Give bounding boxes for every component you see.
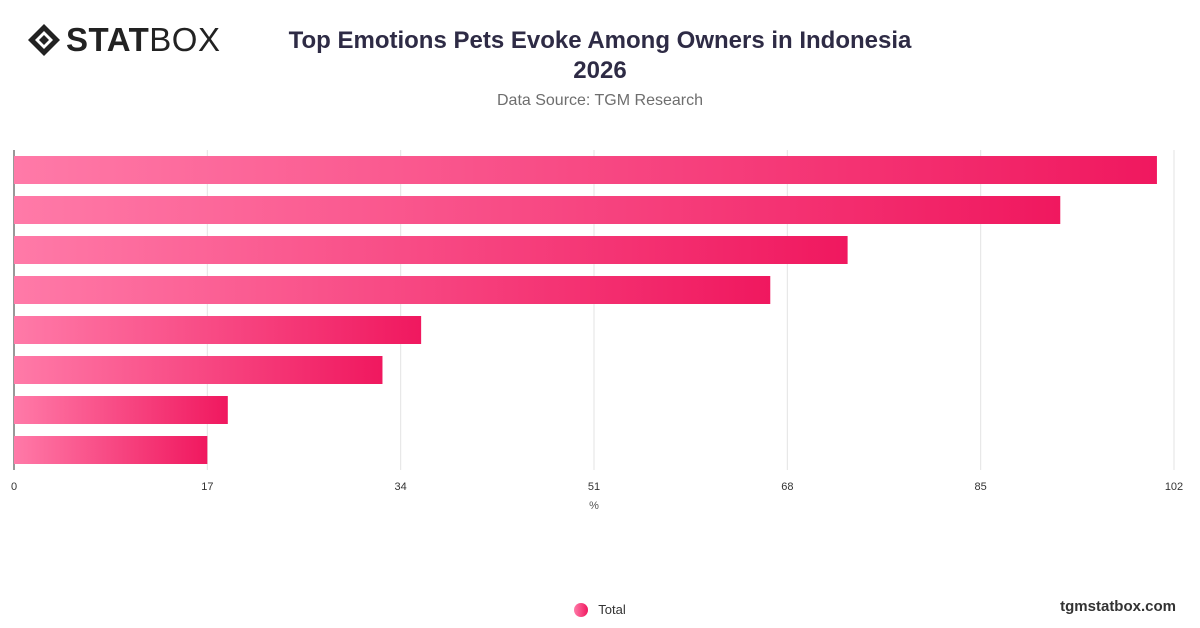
legend-swatch: [574, 602, 589, 617]
logo-text-bold: STAT: [66, 21, 150, 58]
chart-subtitle: Data Source: TGM Research: [496, 92, 703, 109]
x-tick-label: 85: [975, 481, 987, 493]
statbox-logo: STATBOX: [26, 22, 220, 58]
bar[interactable]: [14, 316, 422, 344]
x-tick-label: 68: [781, 481, 793, 493]
x-tick-label: 17: [201, 481, 213, 493]
legend-label-total: Total: [598, 602, 626, 617]
bar[interactable]: [14, 356, 383, 384]
bar[interactable]: [14, 276, 771, 304]
bar[interactable]: [14, 396, 228, 424]
x-tick-label: 0: [11, 481, 17, 493]
bar[interactable]: [14, 156, 1157, 184]
x-tick-label: 102: [1165, 481, 1183, 493]
legend[interactable]: Total: [0, 602, 1200, 617]
x-axis-title: %: [589, 500, 599, 512]
bars: [14, 156, 1157, 464]
x-tick-label: 51: [588, 481, 600, 493]
site-url: tgmstatbox.com: [1060, 598, 1176, 615]
x-tick-label: 34: [395, 481, 407, 493]
chart-title: Top Emotions Pets Evoke Among Owners in …: [288, 27, 912, 54]
bar[interactable]: [14, 436, 208, 464]
statbox-logo-icon: [28, 24, 60, 56]
bar[interactable]: [14, 196, 1061, 224]
bar[interactable]: [14, 236, 848, 264]
logo-text: STATBOX: [66, 22, 220, 58]
x-axis-ticks: 0 17 34 51 68 85 102: [11, 481, 1183, 493]
chart-title-year: 2026: [573, 57, 627, 84]
logo-text-light: BOX: [149, 21, 221, 58]
